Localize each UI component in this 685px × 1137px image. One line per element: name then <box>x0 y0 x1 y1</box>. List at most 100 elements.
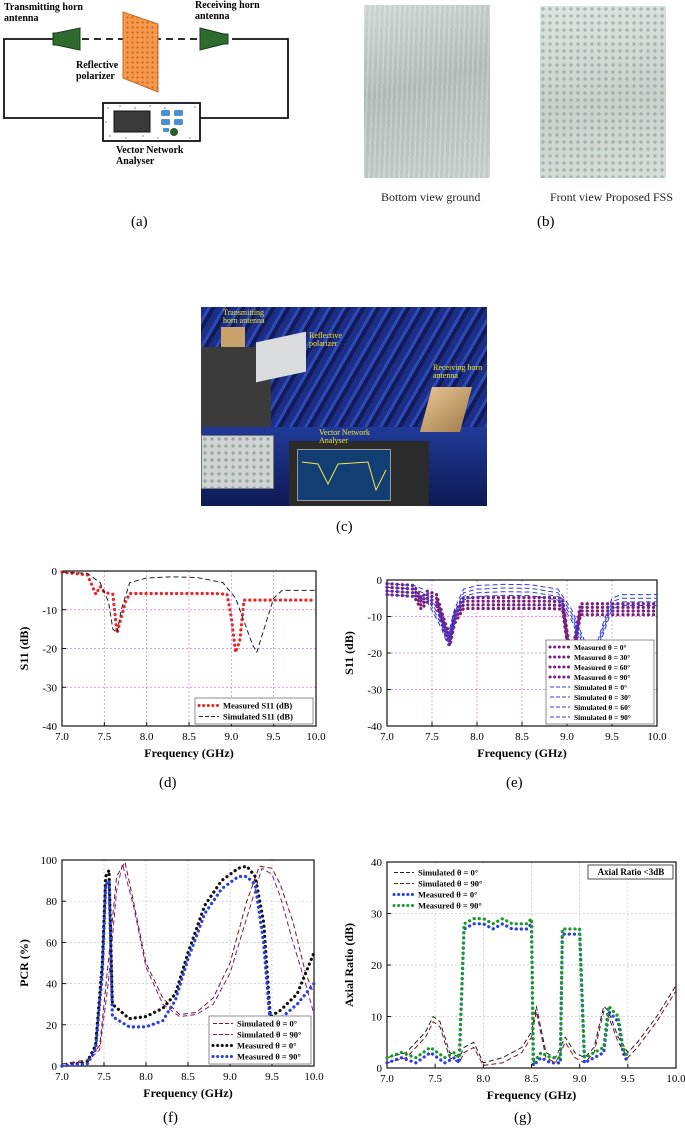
x-tick-label: 10.0 <box>666 1073 685 1085</box>
annotation-label: Axial Ratio <3dB <box>598 867 665 877</box>
panel-label-e: (e) <box>506 775 523 791</box>
series-line <box>386 985 677 1064</box>
x-axis-label: Frequency (GHz) <box>477 746 566 760</box>
x-tick-label: 8.5 <box>182 731 196 743</box>
vna-photo-screen <box>297 449 391 501</box>
y-axis-label: PCR (%) <box>17 939 31 987</box>
series-line <box>61 863 315 1065</box>
legend-label: Measured S11 (dB) <box>223 701 292 711</box>
photo-vna-label: Vector Network Analyser <box>319 428 370 445</box>
y-tick-label: 0 <box>52 566 58 578</box>
series-line <box>385 922 630 1068</box>
legend-label: Simulated θ = 90° <box>574 713 631 722</box>
y-tick-label: -30 <box>42 682 57 694</box>
x-tick-label: 8.0 <box>470 731 484 743</box>
series-line <box>60 874 316 1068</box>
series-line <box>386 990 677 1066</box>
x-tick-label: 10.0 <box>306 731 326 743</box>
y-tick-label: 10 <box>371 1012 383 1024</box>
y-tick-label: 60 <box>46 937 58 949</box>
x-tick-label: 8.5 <box>525 1073 539 1085</box>
y-tick-label: -40 <box>367 721 382 733</box>
y-tick-label: 80 <box>46 896 58 908</box>
legend-label: Measured θ = 90° <box>574 673 630 682</box>
x-tick-label: 9.5 <box>265 1071 279 1083</box>
x-axis-label: Frequency (GHz) <box>143 1086 232 1100</box>
y-tick-label: -30 <box>367 685 382 697</box>
legend-label: Measured θ = 0° <box>418 890 478 900</box>
x-tick-label: 10.0 <box>647 731 667 743</box>
chart-f-pcr: 7.0 7.5 8.0 8.5 9.0 9.5 10.0 0 20 40 60 80 100 Freque… <box>17 855 324 1100</box>
legend-box <box>194 697 314 725</box>
vna-photo <box>289 441 429 506</box>
series-line <box>386 583 657 654</box>
x-tick-label: 7.0 <box>55 1071 69 1083</box>
y-tick-label: 30 <box>371 909 383 921</box>
vna-key <box>161 110 170 116</box>
legend-label: Measured θ = 90° <box>237 1052 301 1062</box>
legend-box <box>545 639 655 725</box>
series-line <box>385 917 630 1065</box>
x-tick-label: 8.0 <box>139 1071 153 1083</box>
photo-anechoic-chamber: Transmitting horn antenna Reflective pol… <box>201 307 487 506</box>
photo-rx-label: Receiving horn antenna <box>433 363 483 380</box>
legend-label: Simulated S11 (dB) <box>223 712 293 722</box>
x-tick-label: 7.0 <box>55 731 69 743</box>
photo-tx-label: Transmitting horn antenna <box>223 308 265 325</box>
legend-label: Simulated θ = 90° <box>418 879 482 889</box>
x-tick-label: 9.0 <box>224 731 238 743</box>
legend-label: Simulated θ = 0° <box>574 683 627 692</box>
y-tick-label: 20 <box>371 960 383 972</box>
x-tick-label: 10.0 <box>304 1071 324 1083</box>
y-axis-label: S11 (dB) <box>342 631 356 675</box>
photo-front-fss <box>540 6 666 178</box>
x-tick-label: 7.5 <box>97 731 111 743</box>
x-tick-label: 9.0 <box>560 731 574 743</box>
legend-label: Simulated θ = 30° <box>574 693 631 702</box>
photo-polarizer-label: Reflective polarizer <box>309 331 342 348</box>
series-line <box>386 590 657 661</box>
polarizer-icon <box>122 11 159 93</box>
fss-inset <box>201 435 274 489</box>
panel-label-d: (d) <box>159 775 177 791</box>
x-tick-label: 9.5 <box>621 1073 635 1085</box>
x-tick-label: 9.5 <box>605 731 619 743</box>
rx-horn-icon <box>199 27 229 51</box>
panel-label-c: (c) <box>336 519 353 535</box>
x-axis-label: Frequency (GHz) <box>144 746 233 760</box>
series-line <box>386 594 657 665</box>
chart-d-s11: 7.0 7.5 8.0 8.5 9.0 9.5 10.0 0 -10 -20 -30 -40 Frequ… <box>17 566 326 760</box>
legend-label: Measured θ = 0° <box>574 643 627 652</box>
vna-label: Vector Network Analyser <box>116 145 184 167</box>
y-tick-label: -20 <box>42 644 57 656</box>
rx-label: Receiving horn antenna <box>195 0 260 22</box>
x-tick-label: 7.5 <box>428 1073 442 1085</box>
x-tick-label: 7.5 <box>97 1071 111 1083</box>
vna-speckle <box>105 105 196 139</box>
y-tick-label: 100 <box>41 855 58 867</box>
y-tick-label: 0 <box>377 575 383 587</box>
tx-label: Transmitting horn antenna <box>4 2 83 24</box>
vna-knob-icon <box>170 128 178 136</box>
panel-label-a: (a) <box>131 214 148 230</box>
x-tick-label: 9.5 <box>267 731 281 743</box>
x-tick-label: 9.0 <box>223 1071 237 1083</box>
tx-horn-photo <box>221 327 245 347</box>
series-line <box>386 586 657 658</box>
y-tick-label: 40 <box>371 857 383 869</box>
legend-label: Simulated θ = 90° <box>237 1030 301 1040</box>
x-tick-label: 8.0 <box>476 1073 490 1085</box>
y-tick-label: 0 <box>52 1061 58 1073</box>
polarizer-photo <box>256 331 306 383</box>
caption-front-fss: Front view Proposed FSS <box>550 190 674 204</box>
y-tick-label: 0 <box>377 1063 383 1075</box>
legend-label: Simulated θ = 0° <box>237 1019 297 1029</box>
y-axis-label: Axial Ratio (dB) <box>342 923 356 1007</box>
annotation-box <box>587 864 674 880</box>
x-tick-label: 8.5 <box>515 731 529 743</box>
x-tick-label: 8.5 <box>181 1071 195 1083</box>
x-tick-label: 9.0 <box>573 1073 587 1085</box>
vna-key <box>174 110 183 116</box>
y-tick-label: -40 <box>42 721 57 733</box>
series-line <box>60 570 318 654</box>
